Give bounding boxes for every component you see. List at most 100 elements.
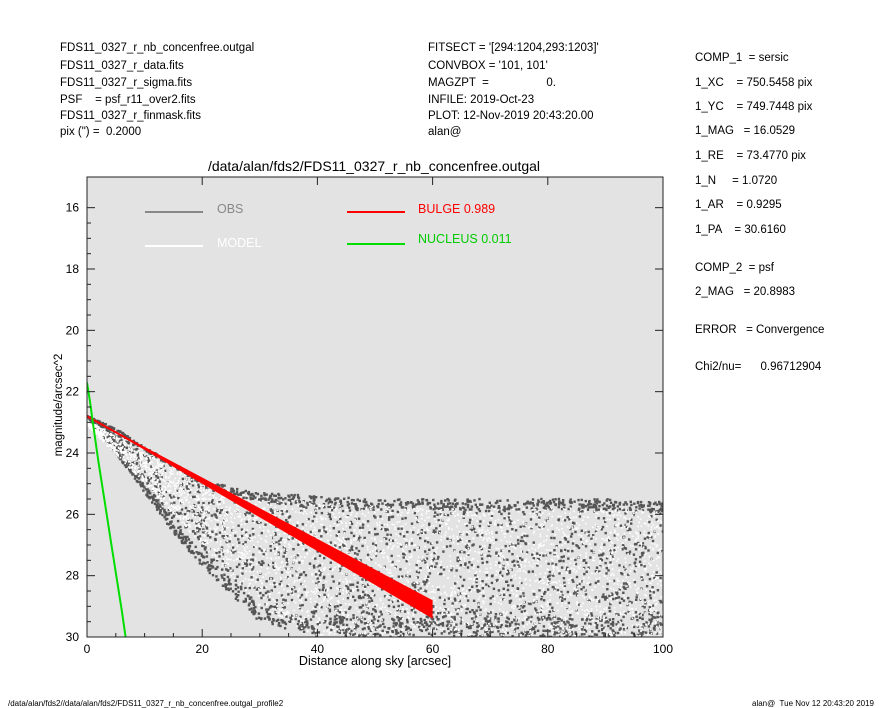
data-point [612, 579, 616, 583]
data-point [622, 585, 625, 589]
data-point [546, 583, 548, 585]
data-point [233, 517, 236, 519]
data-point [585, 561, 588, 565]
data-point [627, 610, 630, 613]
data-point [527, 526, 530, 529]
data-point [380, 540, 382, 542]
data-point [320, 532, 323, 535]
data-point [615, 589, 617, 592]
data-point [306, 611, 308, 613]
data-point [593, 551, 595, 554]
data-point [221, 568, 224, 571]
data-point [442, 616, 445, 619]
data-point [564, 623, 567, 626]
data-point [576, 589, 579, 592]
data-point [278, 539, 281, 543]
data-point [367, 621, 370, 624]
data-point [126, 456, 129, 459]
data-point [449, 613, 452, 615]
data-point [169, 508, 171, 511]
data-point [324, 528, 327, 531]
data-point [654, 604, 657, 606]
data-point [339, 567, 342, 570]
data-point [587, 534, 590, 537]
data-point [360, 611, 364, 615]
data-point [569, 505, 572, 508]
data-point [289, 500, 293, 503]
data-point [260, 537, 262, 540]
data-point [613, 544, 617, 547]
data-point [649, 628, 652, 631]
data-point [627, 573, 630, 576]
data-point [425, 580, 428, 584]
data-point [124, 435, 127, 438]
data-point [354, 577, 357, 580]
data-point [633, 580, 637, 584]
data-point [267, 498, 270, 501]
data-point [101, 436, 103, 438]
data-point [628, 538, 631, 541]
data-point [450, 567, 453, 569]
data-point [520, 610, 523, 613]
data-point [558, 502, 561, 505]
data-point [353, 552, 357, 555]
data-point [347, 593, 350, 596]
data-point [283, 551, 286, 555]
data-point [428, 569, 430, 571]
data-point [111, 438, 115, 441]
data-point [380, 613, 383, 616]
data-point [218, 500, 221, 503]
data-point [537, 618, 540, 621]
data-point [477, 605, 480, 609]
data-point [331, 569, 334, 571]
data-point [451, 628, 455, 632]
data-point [187, 514, 189, 516]
data-point [235, 490, 239, 493]
data-point [577, 612, 579, 615]
data-point [622, 591, 625, 594]
data-point [317, 595, 321, 598]
data-point [215, 497, 217, 499]
data-point [367, 612, 370, 615]
data-point [651, 586, 654, 589]
data-point [168, 511, 171, 515]
data-point [609, 627, 612, 630]
data-point [173, 480, 175, 483]
data-point [431, 585, 434, 587]
data-point [273, 532, 275, 535]
data-point [345, 584, 348, 588]
data-point [377, 550, 380, 552]
data-point [374, 548, 377, 550]
data-point [536, 629, 540, 632]
data-point [287, 498, 290, 502]
data-point [403, 553, 406, 556]
data-point [522, 592, 525, 595]
data-point [534, 607, 537, 610]
data-point [258, 561, 261, 564]
data-point [383, 552, 386, 554]
data-point [249, 496, 252, 499]
data-point [625, 626, 627, 629]
data-point [651, 617, 654, 620]
data-point [417, 510, 419, 512]
data-point [602, 517, 606, 520]
data-point [459, 507, 462, 510]
data-point [509, 535, 512, 538]
data-point [118, 430, 121, 433]
data-point [200, 552, 203, 555]
data-point [187, 546, 191, 550]
data-point [590, 598, 593, 600]
data-point [462, 533, 464, 536]
data-point [230, 487, 233, 490]
data-point [467, 514, 469, 517]
data-point [562, 499, 565, 502]
data-point [288, 536, 290, 538]
data-point [225, 506, 228, 508]
data-point [638, 629, 641, 632]
data-point [312, 523, 314, 526]
data-point [660, 629, 663, 631]
data-point [299, 628, 302, 631]
data-point [508, 601, 512, 604]
data-point [446, 513, 450, 517]
data-point [488, 555, 492, 558]
